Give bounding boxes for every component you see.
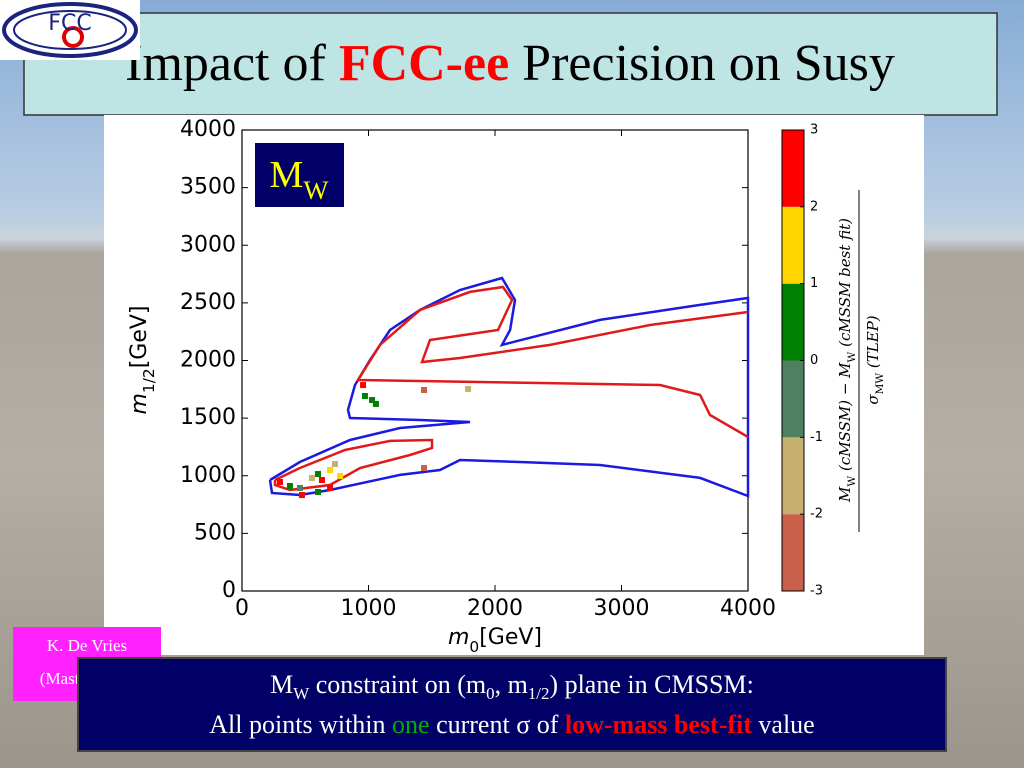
- scatter-point: [421, 465, 428, 472]
- text-part: current σ of: [429, 710, 565, 739]
- scatter-point: [421, 387, 428, 394]
- text-part: 0: [469, 638, 479, 656]
- scatter-point: [369, 397, 376, 404]
- title-box: [23, 12, 998, 116]
- colorbar-band: [782, 206, 804, 284]
- text-part: −: [836, 378, 854, 400]
- x-tick-label: 0: [235, 596, 249, 621]
- caption-line: MW constraint on (m0, m1/2) plane in CMS…: [79, 665, 945, 705]
- scatter-point: [331, 460, 338, 467]
- y-axis-label: m1/2[GeV]: [127, 305, 158, 414]
- text-part: 1/2: [527, 684, 550, 704]
- colorbar-band: [782, 130, 804, 207]
- text-part: All points within: [209, 710, 393, 739]
- text-part: (cMSSM best fit): [836, 218, 854, 352]
- text-part: σ: [864, 394, 882, 405]
- scatter-point: [361, 392, 368, 399]
- scatter-point: [318, 477, 325, 484]
- colorbar-label: MW (cMSSM) − MW (cMSSM best fit): [836, 218, 858, 503]
- colorbar-tick-label: 3: [810, 123, 818, 138]
- text-part: m: [127, 393, 152, 414]
- text-part: W: [293, 684, 310, 704]
- text-part: 1/2: [140, 368, 158, 393]
- text-part: W: [846, 351, 858, 362]
- y-tick-label: 1500: [180, 405, 236, 430]
- x-tick-label: 3000: [594, 596, 650, 621]
- y-tick-label: 4000: [180, 117, 236, 142]
- caption-box: MW constraint on (m0, m1/2) plane in CMS…: [77, 657, 947, 752]
- colorbar-band: [782, 360, 804, 438]
- text-part: FCC-ee: [339, 35, 509, 92]
- y-tick-label: 2500: [180, 290, 236, 315]
- scatter-point: [296, 484, 303, 491]
- colorbar-tick-label: -3: [810, 584, 823, 599]
- scatter-point: [327, 466, 334, 473]
- contour-line: [355, 285, 749, 439]
- text-part: (TLEP): [864, 315, 882, 373]
- y-tick-label: 500: [194, 520, 236, 545]
- slide-title: Impact of FCC-ee Precision on Susy: [125, 35, 895, 92]
- text-part: Impact of: [125, 35, 339, 92]
- scatter-point: [372, 400, 379, 407]
- annotation: MW: [270, 154, 330, 205]
- text-part: 0: [486, 684, 495, 704]
- contour-line: [273, 438, 434, 492]
- colorbar-band: [782, 514, 804, 591]
- text-part: [GeV]: [127, 305, 152, 368]
- text-part: M: [836, 486, 854, 503]
- caption-line: All points within one current σ of low-m…: [79, 705, 945, 745]
- colorbar-band: [782, 283, 804, 361]
- chart: 0 1000 2000 3000 400005001000150020002500300…: [127, 117, 886, 656]
- scatter-point: [298, 491, 305, 498]
- scatter-point: [337, 472, 344, 479]
- text-part: value: [751, 710, 815, 739]
- y-tick-label: 2000: [180, 348, 236, 373]
- contour-line: [268, 276, 750, 498]
- text-part: MW: [874, 373, 886, 395]
- credit-line: K. De Vries: [46, 636, 128, 655]
- text-part: Precision on Susy: [509, 35, 895, 92]
- y-tick-label: 0: [222, 578, 236, 603]
- scatter-point: [315, 489, 322, 496]
- colorbar-tick-label: -1: [810, 430, 823, 445]
- text-part: ) plane in CMSSM:: [549, 670, 754, 699]
- y-tick-label: 3500: [180, 175, 236, 200]
- scatter-point: [327, 484, 334, 491]
- text-part: M: [836, 362, 854, 379]
- colorbar-tick-label: 1: [810, 276, 818, 291]
- scatter-point: [276, 478, 283, 485]
- x-axis-label: m0[GeV]: [448, 625, 542, 656]
- scatter-point: [286, 483, 293, 490]
- text-part: , m: [494, 670, 528, 699]
- colorbar-tick-label: 0: [810, 353, 818, 368]
- annotation-box: [255, 143, 344, 207]
- logo-text: FCC: [48, 11, 91, 36]
- text-part: low-mass best-fit: [564, 710, 752, 739]
- colorbar-tick-label: 2: [810, 199, 818, 214]
- text-part: W: [303, 175, 329, 205]
- text-part: m: [448, 625, 469, 650]
- y-tick-label: 3000: [180, 232, 236, 257]
- colorbar-label: σMW (TLEP): [864, 315, 886, 404]
- scatter-point: [308, 474, 315, 481]
- scatter-point: [315, 471, 322, 478]
- scatter-point: [360, 382, 367, 389]
- colorbar-tick-label: -2: [810, 507, 823, 522]
- logo: FCC: [0, 0, 140, 60]
- scatter-point: [465, 385, 472, 392]
- text-part: constraint on (m: [309, 670, 487, 699]
- x-tick-label: 2000: [467, 596, 523, 621]
- text-part: one: [392, 710, 430, 739]
- x-tick-label: 1000: [341, 596, 397, 621]
- x-tick-label: 4000: [720, 596, 776, 621]
- text-part: [GeV]: [479, 625, 542, 650]
- text-part: M: [270, 670, 294, 699]
- colorbar-band: [782, 437, 804, 515]
- text-part: M: [270, 154, 304, 196]
- text-part: (cMSSM): [836, 400, 854, 476]
- text-part: W: [846, 476, 858, 487]
- y-tick-label: 1000: [180, 463, 236, 488]
